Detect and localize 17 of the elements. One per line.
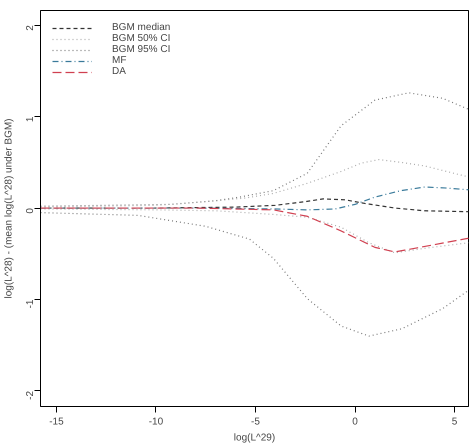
- x-tick-label: -5: [251, 416, 260, 428]
- x-tick-label: 5: [452, 416, 458, 428]
- x-tick-label: -15: [49, 416, 64, 428]
- y-axis-title: log(L^28) - (mean log(L^28) under BGM): [4, 118, 14, 299]
- legend-label: MF: [112, 55, 128, 66]
- y-tick-label: 2: [25, 24, 36, 31]
- y-tick-label: -2: [25, 390, 36, 400]
- x-tick-label: 0: [352, 416, 358, 428]
- legend-label: BGM median: [112, 22, 172, 33]
- x-axis-title: log(L^29): [234, 432, 276, 444]
- legend-label: BGM 95% CI: [112, 44, 172, 55]
- y-tick-label: -1: [25, 299, 36, 308]
- y-tick-label: 0: [25, 208, 36, 214]
- legend-label: BGM 50% CI: [112, 33, 172, 44]
- x-tick-label: -10: [148, 416, 164, 428]
- y-tick-label: 1: [25, 116, 36, 122]
- legend-label: DA: [112, 66, 127, 77]
